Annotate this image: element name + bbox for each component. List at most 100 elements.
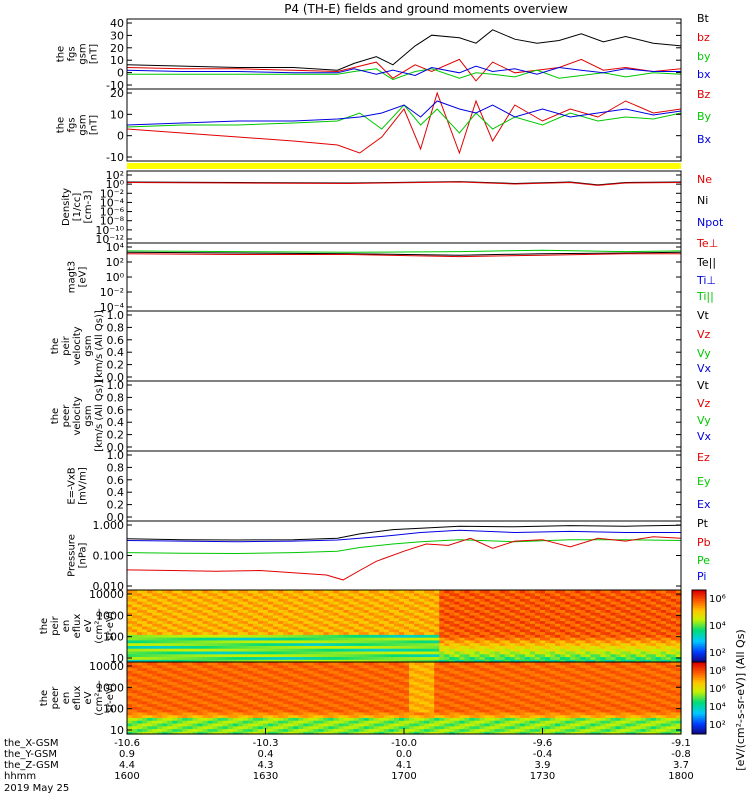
- heatmap-cell: [358, 634, 365, 638]
- heatmap-cell: [202, 689, 209, 694]
- heatmap-cell: [132, 659, 138, 663]
- heatmap-cell: [454, 653, 460, 658]
- heatmap-cell: [252, 595, 259, 599]
- heatmap-cell: [388, 634, 395, 638]
- heatmap-cell: [152, 628, 158, 633]
- heatmap-cell: [670, 595, 677, 599]
- heatmap-cell: [459, 623, 466, 627]
- heatmap-cell: [197, 725, 204, 730]
- heatmap-cell: [419, 626, 425, 630]
- heatmap-cell: [257, 703, 264, 707]
- heatmap-cell: [474, 612, 481, 616]
- heatmap-cell: [343, 700, 350, 705]
- heatmap-cell: [252, 681, 259, 685]
- heatmap-cell: [283, 659, 289, 663]
- heatmap-cell: [162, 692, 168, 696]
- heatmap-cell: [504, 592, 511, 597]
- colorbar-segment: [692, 636, 706, 640]
- heatmap-cell: [333, 714, 340, 718]
- heatmap-cell: [580, 650, 586, 655]
- heatmap-cell: [177, 634, 183, 638]
- heatmap-cell: [127, 595, 133, 599]
- heatmap-cell: [338, 725, 345, 730]
- series-line-1: [126, 29, 682, 71]
- heatmap-cell: [464, 706, 471, 710]
- heatmap-cell: [348, 664, 355, 669]
- heatmap-cell: [278, 645, 284, 649]
- heatmap-cell: [620, 606, 627, 610]
- heatmap-cell: [630, 634, 637, 638]
- heatmap-cell: [404, 703, 410, 707]
- heatmap-cell: [358, 706, 365, 710]
- heatmap-cell: [590, 598, 596, 602]
- heatmap-cell: [454, 714, 460, 718]
- heatmap-cell: [227, 637, 234, 641]
- heatmap-cell: [439, 609, 445, 613]
- heatmap-cell: [348, 617, 355, 622]
- heatmap-cell: [479, 626, 486, 630]
- heatmap-cell: [429, 631, 435, 635]
- heatmap-cell: [620, 653, 627, 658]
- heatmap-cell: [127, 720, 133, 724]
- heatmap-cell: [323, 700, 330, 705]
- series-line-3: [126, 253, 681, 258]
- y-axis-label: E=-VxB: [67, 467, 78, 504]
- colorbar-tick-label: 10²: [709, 648, 726, 659]
- heatmap-cell: [580, 634, 586, 638]
- heatmap-cell: [429, 711, 435, 716]
- heatmap-cell: [454, 590, 460, 594]
- heatmap-cell: [404, 667, 410, 671]
- heatmap-cell: [560, 653, 566, 658]
- heatmap-cell: [388, 703, 395, 707]
- heatmap-cell: [202, 623, 209, 627]
- heatmap-cell: [187, 709, 194, 713]
- heatmap-cell: [293, 642, 299, 646]
- heatmap-cell: [383, 639, 390, 644]
- heatmap-cell: [454, 656, 460, 660]
- heatmap-cell: [232, 656, 239, 660]
- heatmap-cell: [242, 628, 249, 633]
- y-tick-label: 0.4: [107, 416, 125, 429]
- heatmap-cell: [152, 634, 158, 638]
- heatmap-cell: [288, 590, 294, 594]
- heatmap-cell: [318, 626, 325, 630]
- y-tick-label: 10²: [106, 169, 124, 182]
- heatmap-cell: [429, 684, 435, 688]
- heatmap-cell: [303, 722, 309, 727]
- heatmap-cell: [449, 686, 455, 691]
- heatmap-cell: [293, 703, 299, 707]
- heatmap-cell: [268, 686, 274, 691]
- heatmap-cell: [278, 662, 284, 666]
- heatmap-cell: [207, 631, 214, 635]
- heatmap-cell: [459, 714, 466, 718]
- legend-ne: Ne: [697, 173, 712, 186]
- heatmap-cell: [283, 603, 289, 608]
- heatmap-cell: [227, 695, 234, 699]
- heatmap-cell: [454, 620, 460, 624]
- heatmap-cell: [393, 637, 400, 641]
- heatmap-cell: [444, 609, 450, 613]
- heatmap-cell: [378, 595, 385, 599]
- heatmap-cell: [257, 645, 264, 649]
- heatmap-cell: [268, 731, 274, 735]
- heatmap-cell: [207, 695, 214, 699]
- heatmap-cell: [429, 670, 435, 674]
- heatmap-cell: [524, 614, 531, 619]
- heatmap-cell: [600, 659, 607, 663]
- heatmap-cell: [670, 628, 677, 633]
- heatmap-cell: [439, 601, 445, 605]
- heatmap-cell: [409, 686, 415, 691]
- heatmap-cell: [655, 631, 662, 635]
- heatmap-cell: [419, 606, 425, 610]
- heatmap-cell: [268, 714, 274, 718]
- heatmap-cell: [308, 623, 314, 627]
- heatmap-cell: [212, 620, 219, 624]
- heatmap-cell: [328, 722, 335, 727]
- heatmap-cell: [534, 656, 541, 660]
- heatmap-cell: [474, 714, 481, 718]
- heatmap-cell: [157, 700, 163, 705]
- heatmap-cell: [242, 664, 249, 669]
- heatmap-cell: [273, 590, 279, 594]
- heatmap-cell: [247, 717, 254, 721]
- heatmap-cell: [555, 628, 561, 633]
